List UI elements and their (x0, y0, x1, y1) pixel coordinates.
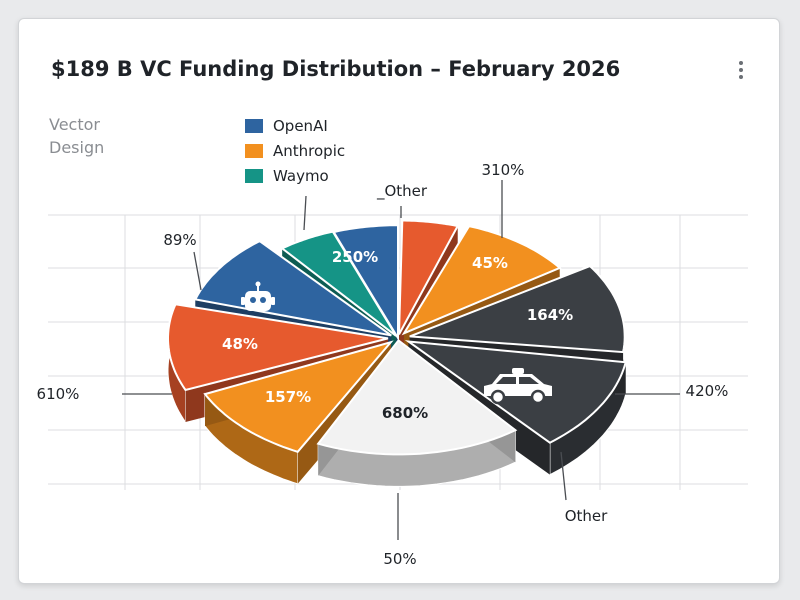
legend-item-waymo[interactable]: Waymo (245, 163, 345, 188)
chart-subtitle: Vector Design (49, 113, 104, 159)
pie-slice[interactable] (280, 230, 397, 337)
robot-icon (241, 281, 275, 311)
subtitle-line-1: Vector (49, 115, 100, 134)
pie-slice[interactable] (401, 224, 562, 336)
slice-label: 250% (332, 248, 378, 266)
slice-label: 680% (382, 404, 428, 422)
legend-swatch (245, 168, 263, 183)
pie-slice[interactable] (316, 339, 518, 456)
subtitle-line-2: Design (49, 138, 105, 157)
callout-label: 89% (163, 231, 196, 249)
pie-slices (167, 219, 627, 487)
legend-label: Anthropic (273, 141, 346, 160)
callout-line (560, 451, 567, 501)
callout-label: 610% (37, 385, 80, 403)
chart-title: $189 B VC Funding Distribution – Februar… (51, 57, 621, 81)
slice-labels: 250% 45% 164% 680% 157% 48% (222, 248, 573, 422)
callout-label: _Other (376, 182, 428, 201)
callout-label: 50% (383, 550, 416, 568)
slice-label: 164% (527, 306, 573, 324)
legend-swatch (245, 118, 263, 133)
pie-slice[interactable] (332, 224, 399, 342)
pie-slice[interactable] (398, 219, 460, 335)
more-vertical-icon[interactable] (733, 59, 749, 81)
slice-label: 48% (222, 335, 258, 353)
pie-slice[interactable] (167, 303, 389, 392)
legend-item-openai[interactable]: OpenAI (245, 113, 345, 138)
legend-label: Waymo (273, 166, 329, 185)
chart-legend: OpenAI Anthropic Waymo (245, 113, 345, 188)
pie-slice[interactable] (409, 264, 626, 354)
callout-line (303, 195, 307, 231)
legend-label: OpenAI (273, 116, 328, 135)
callouts: _Other 310% 89% 610% 420% Other 50% (37, 161, 729, 568)
legend-item-anthropic[interactable]: Anthropic (245, 138, 345, 163)
callout-line (193, 251, 202, 291)
slice-label: 157% (265, 388, 311, 406)
car-icon (484, 368, 552, 405)
pie-slice[interactable] (193, 239, 392, 337)
callout-label: 310% (482, 161, 525, 179)
callout-label: 420% (686, 382, 729, 400)
legend-swatch (245, 143, 263, 158)
pie-slice[interactable] (203, 340, 394, 453)
callout-label: Other (565, 507, 608, 525)
slice-label: 45% (472, 254, 508, 272)
